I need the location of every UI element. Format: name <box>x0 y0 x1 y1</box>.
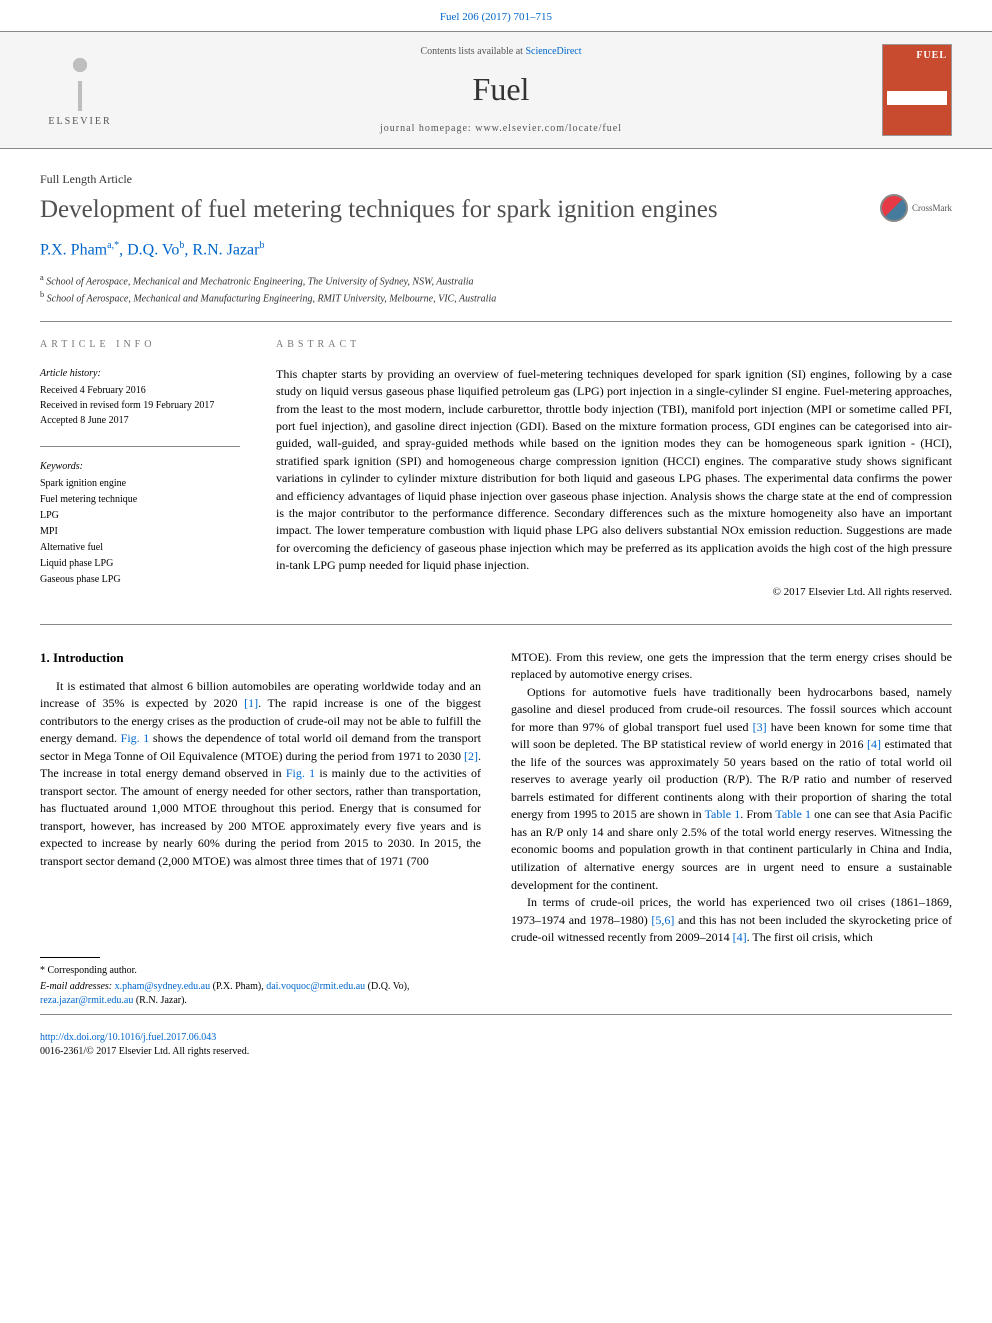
aff-b: School of Aerospace, Mechanical and Manu… <box>44 294 496 305</box>
crossmark-icon <box>880 194 908 222</box>
text-run: . The first oil crisis, which <box>747 930 873 944</box>
elsevier-tree-icon <box>50 51 110 111</box>
aff-a: School of Aerospace, Mechanical and Mech… <box>44 276 474 287</box>
keyword: LPG <box>40 508 240 524</box>
author-3-aff: b <box>259 240 264 251</box>
footer-rule <box>40 1014 952 1015</box>
email-who: (D.Q. Vo), <box>365 981 409 992</box>
article-type: Full Length Article <box>40 171 952 188</box>
rule <box>40 446 240 447</box>
table-link[interactable]: Table 1 <box>775 807 811 821</box>
history-revised: Received in revised form 19 February 201… <box>40 398 240 413</box>
keyword: Gaseous phase LPG <box>40 572 240 588</box>
homepage-line: journal homepage: www.elsevier.com/locat… <box>144 122 858 136</box>
email-link[interactable]: dai.voquoc@rmit.edu.au <box>266 981 365 992</box>
body-paragraph: In terms of crude-oil prices, the world … <box>511 894 952 947</box>
body-two-column: 1. Introduction It is estimated that alm… <box>0 625 992 947</box>
history-label: Article history: <box>40 366 240 381</box>
keywords-list: Spark ignition engine Fuel metering tech… <box>40 476 240 588</box>
contents-prefix: Contents lists available at <box>420 46 525 57</box>
text-run: . From <box>740 807 775 821</box>
email-who: (R.N. Jazar). <box>133 995 187 1006</box>
cover-strip <box>887 91 947 105</box>
abstract-copyright: © 2017 Elsevier Ltd. All rights reserved… <box>276 585 952 600</box>
email-link[interactable]: reza.jazar@rmit.edu.au <box>40 995 133 1006</box>
corresponding-author-note: * Corresponding author. <box>40 964 456 978</box>
history-received: Received 4 February 2016 <box>40 383 240 398</box>
abstract-column: ABSTRACT This chapter starts by providin… <box>276 338 952 606</box>
keywords-block: Keywords: Spark ignition engine Fuel met… <box>40 459 240 588</box>
author-sep: , <box>119 242 127 259</box>
author-3[interactable]: R.N. Jazar <box>192 242 259 259</box>
article-history: Article history: Received 4 February 201… <box>40 366 240 428</box>
footer: http://dx.doi.org/10.1016/j.fuel.2017.06… <box>0 1021 992 1075</box>
footnotes: * Corresponding author. E-mail addresses… <box>0 947 496 1008</box>
article-info-heading: ARTICLE INFO <box>40 338 240 352</box>
email-who: (P.X. Pham), <box>210 981 266 992</box>
email-link[interactable]: x.pham@sydney.edu.au <box>115 981 210 992</box>
footnote-rule <box>40 957 100 958</box>
corr-marker: * <box>40 965 48 976</box>
body-right-column: MTOE). From this review, one gets the im… <box>511 649 952 947</box>
elsevier-logo: ELSEVIER <box>40 45 120 135</box>
keywords-label: Keywords: <box>40 459 240 474</box>
email-addresses: E-mail addresses: x.pham@sydney.edu.au (… <box>40 980 456 1008</box>
body-paragraph: It is estimated that almost 6 billion au… <box>40 678 481 871</box>
author-list: P.X. Phama,*, D.Q. Vob, R.N. Jazarb <box>40 239 952 262</box>
text-run: is mainly due to the activities of trans… <box>40 766 481 868</box>
keyword: Liquid phase LPG <box>40 556 240 572</box>
journal-cover-thumb: FUEL <box>882 44 952 136</box>
corr-text: Corresponding author. <box>48 965 137 976</box>
crossmark-label: CrossMark <box>912 202 952 215</box>
article-info-column: ARTICLE INFO Article history: Received 4… <box>40 338 240 606</box>
author-2[interactable]: D.Q. Vo <box>127 242 179 259</box>
keyword: Spark ignition engine <box>40 476 240 492</box>
affiliations: a School of Aerospace, Mechanical and Me… <box>40 272 952 307</box>
contents-line: Contents lists available at ScienceDirec… <box>144 45 858 59</box>
figure-link[interactable]: Fig. 1 <box>286 766 315 780</box>
journal-header: ELSEVIER Contents lists available at Sci… <box>0 31 992 149</box>
email-label: E-mail addresses: <box>40 981 115 992</box>
ref-link[interactable]: [4] <box>867 737 881 751</box>
body-paragraph: MTOE). From this review, one gets the im… <box>511 649 952 684</box>
journal-info-block: Contents lists available at ScienceDirec… <box>144 45 858 136</box>
keyword: MPI <box>40 524 240 540</box>
doi-link[interactable]: http://dx.doi.org/10.1016/j.fuel.2017.06… <box>40 1032 216 1043</box>
elsevier-wordmark: ELSEVIER <box>48 115 111 129</box>
abstract-text: This chapter starts by providing an over… <box>276 366 952 575</box>
text-run: MTOE). From this review, one gets the im… <box>511 650 952 682</box>
homepage-url[interactable]: www.elsevier.com/locate/fuel <box>475 123 622 134</box>
keyword: Fuel metering technique <box>40 492 240 508</box>
homepage-prefix: journal homepage: <box>380 123 475 134</box>
body-left-column: 1. Introduction It is estimated that alm… <box>40 649 481 947</box>
cover-title: FUEL <box>887 49 947 63</box>
author-1[interactable]: P.X. Pham <box>40 242 107 259</box>
abstract-heading: ABSTRACT <box>276 338 952 352</box>
crossmark-badge[interactable]: CrossMark <box>880 194 952 222</box>
keyword: Alternative fuel <box>40 540 240 556</box>
issn-copyright: 0016-2361/© 2017 Elsevier Ltd. All right… <box>40 1046 249 1057</box>
history-accepted: Accepted 8 June 2017 <box>40 413 240 428</box>
ref-link[interactable]: [2] <box>464 749 478 763</box>
table-link[interactable]: Table 1 <box>705 807 741 821</box>
ref-link[interactable]: [4] <box>733 930 747 944</box>
sciencedirect-link[interactable]: ScienceDirect <box>525 46 581 57</box>
figure-link[interactable]: Fig. 1 <box>121 731 150 745</box>
ref-link[interactable]: [1] <box>244 696 258 710</box>
ref-link[interactable]: [5,6] <box>651 913 674 927</box>
running-citation: Fuel 206 (2017) 701–715 <box>0 0 992 31</box>
section-1-heading: 1. Introduction <box>40 649 481 668</box>
ref-link[interactable]: [3] <box>753 720 767 734</box>
body-paragraph: Options for automotive fuels have tradit… <box>511 684 952 894</box>
journal-name: Fuel <box>144 67 858 112</box>
article-title: Development of fuel metering techniques … <box>40 194 860 225</box>
